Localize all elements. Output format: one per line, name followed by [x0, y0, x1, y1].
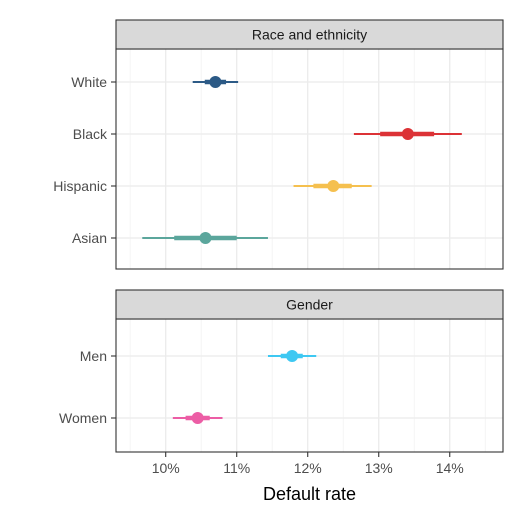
x-tick-label: 11% — [223, 460, 250, 476]
y-tick-label-black: Black — [73, 126, 108, 142]
point-estimate-white — [209, 76, 222, 88]
x-tick-label: 14% — [436, 460, 464, 476]
point-estimate-asian — [199, 232, 212, 244]
panel-2-strip — [115, 289, 504, 320]
point-estimate-hispanic — [327, 180, 340, 192]
point-estimate-men — [286, 350, 299, 362]
point-estimate-women — [191, 412, 204, 424]
x-tick-label: 12% — [294, 460, 322, 476]
panel-2-strip-title: Gender — [286, 297, 333, 313]
y-tick-label-hispanic: Hispanic — [53, 178, 107, 194]
panel-2-background — [116, 319, 503, 452]
x-tick-label: 13% — [365, 460, 393, 476]
panel-1-background — [116, 49, 503, 269]
y-tick-label-women: Women — [59, 410, 107, 426]
x-axis-title: Default rate — [263, 484, 356, 504]
panel-1-strip-title: Race and ethnicity — [252, 27, 367, 43]
panel-1-strip — [115, 19, 504, 50]
y-tick-label-asian: Asian — [72, 230, 107, 246]
point-estimate-black — [401, 128, 414, 140]
y-tick-label-white: White — [71, 74, 107, 90]
x-tick-label: 10% — [152, 460, 180, 476]
y-tick-label-men: Men — [80, 348, 107, 364]
